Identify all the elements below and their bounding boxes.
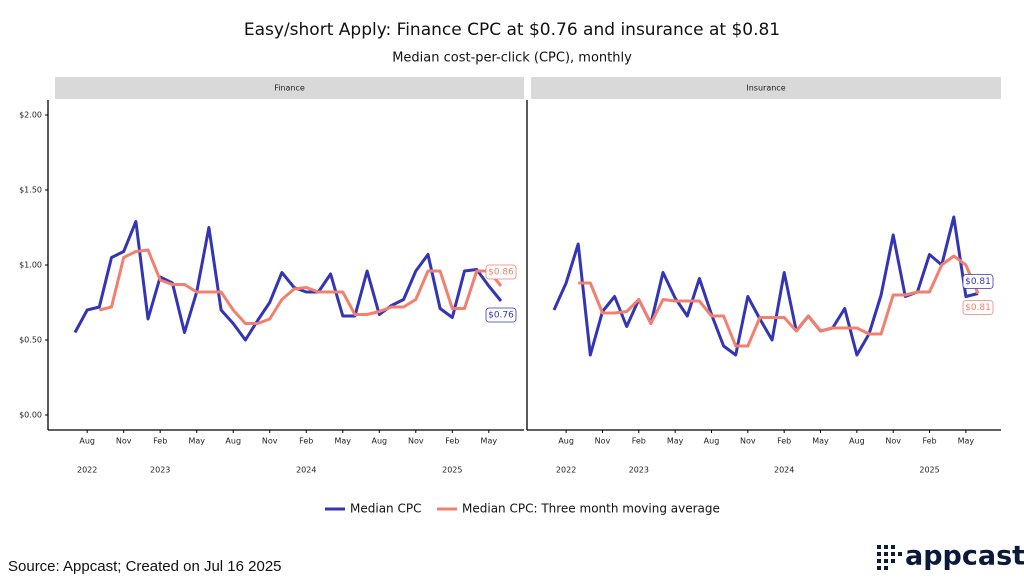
series-line <box>578 254 980 348</box>
value-label: $0.76 <box>488 311 514 321</box>
x-tick-label: Feb <box>153 437 167 446</box>
x-tick-label: Feb <box>777 437 791 446</box>
year-label: 2024 <box>774 466 794 475</box>
x-tick-label: Aug <box>79 437 95 446</box>
label-box <box>485 264 517 280</box>
panel-title: Insurance <box>746 84 785 93</box>
x-tick-label: Nov <box>885 437 901 446</box>
x-tick-label: Nov <box>595 437 611 446</box>
x-tick-label: Aug <box>704 437 720 446</box>
panel-title: Finance <box>274 84 305 93</box>
year-label: 2024 <box>296 466 316 475</box>
x-tick-label: Feb <box>299 437 313 446</box>
x-tick-label: May <box>812 437 829 446</box>
chart-subtitle: Median cost-per-click (CPC), monthly <box>392 51 632 66</box>
chart-title: Easy/short Apply: Finance CPC at $0.76 a… <box>244 20 780 40</box>
y-tick-label: $0.50 <box>19 336 42 345</box>
source: Source: Appcast; Created on Jul 16 2025 <box>8 558 282 575</box>
y-tick-label: $1.50 <box>19 186 42 195</box>
x-tick-label: May <box>334 437 351 446</box>
y-tick-label: $0.00 <box>19 411 42 420</box>
x-tick-label: Feb <box>922 437 936 446</box>
series-line <box>552 215 979 357</box>
label-box <box>962 274 994 289</box>
year-label: 2025 <box>919 466 939 475</box>
strip <box>531 77 1001 99</box>
logo: appcast <box>905 541 1024 572</box>
legend-label: Median CPC <box>350 502 421 516</box>
x-tick-label: Aug <box>849 437 865 446</box>
series-line <box>73 220 503 342</box>
legend-label: Median CPC: Three month moving average <box>462 502 720 516</box>
x-tick-label: May <box>188 437 205 446</box>
year-label: 2022 <box>77 466 97 475</box>
x-tick-label: Aug <box>371 437 387 446</box>
year-label: 2022 <box>556 466 576 475</box>
label-box <box>962 300 994 315</box>
y-tick-label: $2.00 <box>19 111 42 120</box>
label-box <box>485 307 517 323</box>
x-tick-label: May <box>667 437 684 446</box>
year-label: 2023 <box>629 466 649 475</box>
value-label: $0.81 <box>965 277 991 287</box>
value-label: $0.81 <box>965 303 991 313</box>
series-line <box>98 248 503 325</box>
logo-icon <box>877 545 902 570</box>
x-tick-label: Nov <box>408 437 424 446</box>
x-tick-label: May <box>481 437 498 446</box>
x-tick-label: Feb <box>445 437 459 446</box>
x-tick-label: May <box>958 437 975 446</box>
x-tick-label: Feb <box>632 437 646 446</box>
x-tick-label: Nov <box>740 437 756 446</box>
y-tick-label: $1.00 <box>19 261 42 270</box>
strip <box>55 77 524 99</box>
x-tick-label: Aug <box>225 437 241 446</box>
x-tick-label: Aug <box>558 437 574 446</box>
value-label: $0.86 <box>488 268 514 278</box>
year-label: 2025 <box>442 466 462 475</box>
year-label: 2023 <box>150 466 170 475</box>
x-tick-label: Nov <box>116 437 132 446</box>
x-tick-label: Nov <box>262 437 278 446</box>
